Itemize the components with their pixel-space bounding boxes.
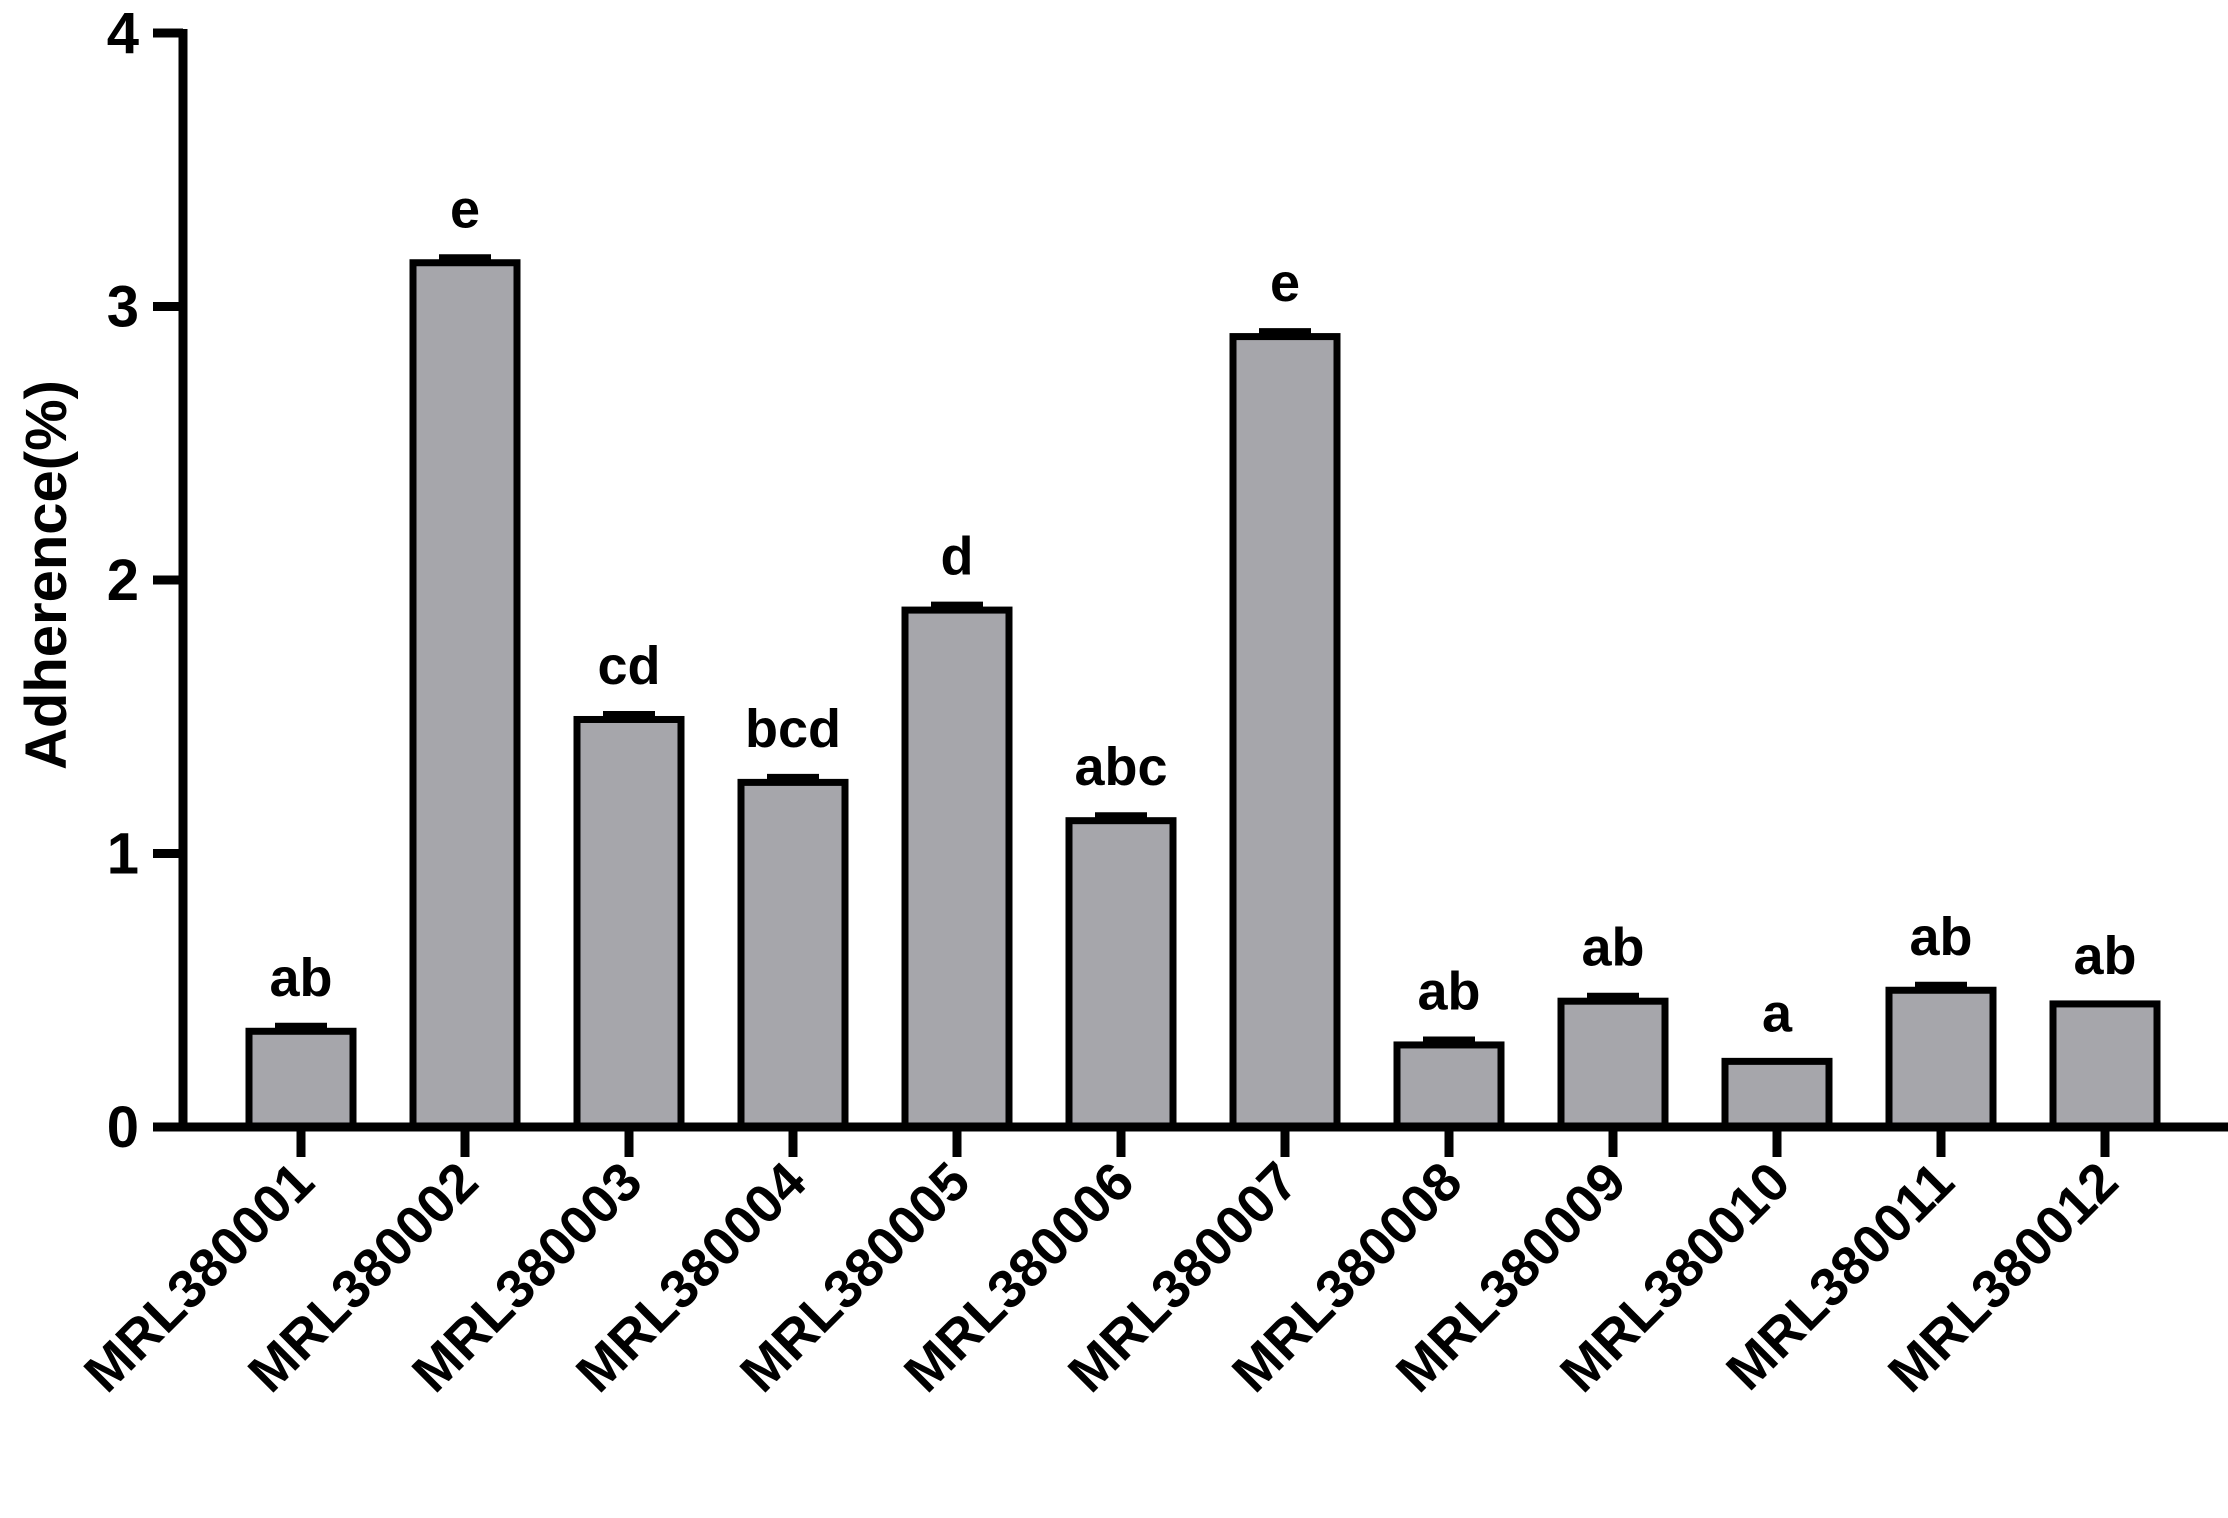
y-tick-label-2: 2 [107,548,139,613]
bars-group [245,254,2161,1131]
significance-label-MRL380007: e [1270,253,1300,313]
bar-MRL380009 [1557,997,1669,1131]
bar-MRL380001 [245,1027,357,1131]
significance-label-MRL380001: ab [269,948,332,1008]
y-tick-label-3: 3 [107,275,139,340]
significance-label-MRL380002: e [450,179,480,239]
y-axis-label: Adherence(%) [14,380,79,770]
bar-MRL380010 [1721,1057,1833,1131]
significance-label-MRL380010: a [1762,983,1793,1043]
significance-label-MRL380005: d [941,527,974,587]
bar-MRL380005 [901,606,1013,1131]
significance-label-MRL380009: ab [1581,918,1644,978]
significance-label-MRL380008: ab [1417,961,1480,1021]
bar-MRL380007 [1229,333,1341,1131]
bar-MRL380004 [737,778,849,1131]
significance-label-MRL380004: bcd [745,699,841,759]
bar-MRL380006 [1065,817,1177,1131]
bar-MRL380012 [2049,1000,2161,1131]
axes-group [153,28,2228,1157]
labels-group: abMRL380001eMRL380002cdMRL380003bcdMRL38… [73,1,2137,1404]
y-tick-label-0: 0 [107,1095,139,1160]
significance-label-MRL380012: ab [2073,926,2136,986]
bar-MRL380008 [1393,1041,1505,1131]
significance-label-MRL380011: ab [1909,907,1972,967]
bar-MRL380011 [1885,986,1997,1131]
significance-label-MRL380006: abc [1074,737,1167,797]
bar-MRL380003 [573,715,685,1131]
y-tick-label-1: 1 [107,822,139,887]
y-tick-label-4: 4 [107,1,139,66]
bar-MRL380002 [409,259,521,1131]
significance-label-MRL380003: cd [597,636,660,696]
